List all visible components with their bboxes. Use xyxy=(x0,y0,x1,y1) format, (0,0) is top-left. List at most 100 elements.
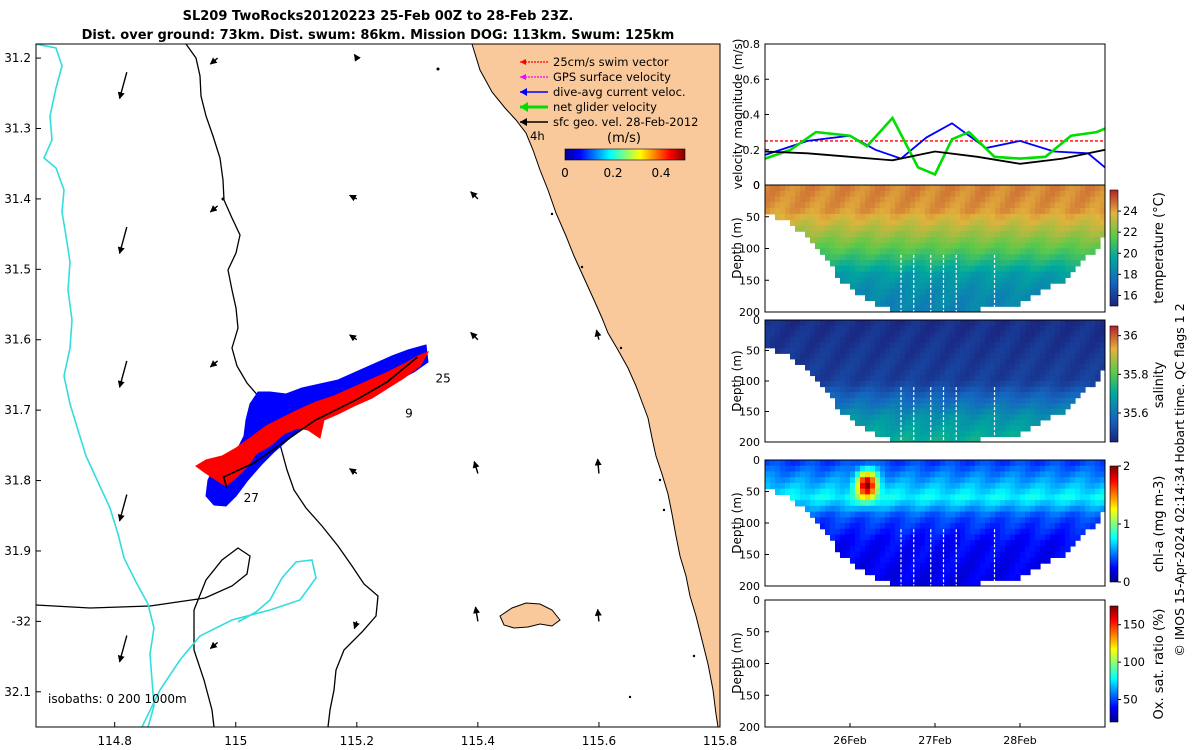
section-cell xyxy=(995,430,1001,438)
section-cell xyxy=(935,528,941,536)
section-cell xyxy=(800,320,806,327)
section-cell xyxy=(935,265,941,273)
section-cell xyxy=(970,482,976,490)
section-cell xyxy=(970,294,976,302)
section-cell xyxy=(895,254,901,261)
section-cell xyxy=(835,260,841,267)
section-cell xyxy=(895,392,901,399)
section-cell xyxy=(975,563,981,570)
section-cell xyxy=(890,460,896,467)
section-cell xyxy=(1015,505,1021,513)
section-cell xyxy=(785,196,791,203)
section-cell xyxy=(1085,517,1091,524)
section-cell xyxy=(830,358,836,365)
section-cell xyxy=(920,403,926,410)
section-cell xyxy=(1090,375,1096,382)
section-cell xyxy=(900,271,906,278)
section-cell xyxy=(895,208,901,215)
section-cell xyxy=(1065,386,1071,393)
section-cell xyxy=(865,320,871,327)
section-cell xyxy=(970,494,976,501)
section-cell xyxy=(1045,202,1051,209)
section-cell xyxy=(965,460,971,467)
section-cell xyxy=(1070,386,1076,393)
section-cell xyxy=(835,208,841,215)
section-cell xyxy=(890,369,896,377)
section-cell xyxy=(950,408,956,415)
section-cell xyxy=(1030,236,1036,244)
section-cell xyxy=(995,386,1001,393)
section-cell xyxy=(965,225,971,232)
section-cell xyxy=(980,219,986,227)
section-cell xyxy=(1070,540,1076,547)
section-cell xyxy=(790,465,796,473)
section-cell xyxy=(1035,477,1041,484)
section-cell xyxy=(825,336,831,343)
section-cell xyxy=(1000,236,1006,244)
section-cell xyxy=(1070,528,1076,536)
section-cell xyxy=(945,208,951,215)
section-cell xyxy=(1010,331,1016,338)
section-cell xyxy=(850,392,856,399)
section-cell xyxy=(890,482,896,490)
section-cell xyxy=(845,342,851,349)
section-cell xyxy=(835,320,841,327)
section-cell xyxy=(1040,185,1046,192)
section-cell xyxy=(815,342,821,349)
section-cell xyxy=(1035,563,1041,570)
section-cell xyxy=(870,231,876,238)
section-cell xyxy=(1080,488,1086,495)
section-cell xyxy=(1045,336,1051,343)
velocity-arrow-icon xyxy=(348,194,358,202)
section-cell xyxy=(815,190,821,198)
section-cell xyxy=(980,277,986,284)
section-cell xyxy=(870,465,876,473)
section-cell xyxy=(1020,331,1026,338)
section-cell xyxy=(855,403,861,410)
section-cell xyxy=(1015,482,1021,490)
section-cell xyxy=(1045,331,1051,338)
isobath-1000 xyxy=(36,44,155,727)
section-cell xyxy=(875,320,881,327)
section-cell xyxy=(945,306,951,312)
colorbar-tick-label: 35.8 xyxy=(1123,367,1149,381)
section-cell xyxy=(785,185,791,192)
section-cell xyxy=(785,202,791,209)
section-cell xyxy=(1050,511,1056,518)
section-cell xyxy=(1010,425,1016,432)
section-cell xyxy=(840,185,846,192)
section-cell xyxy=(955,488,961,495)
section-cell xyxy=(960,436,966,442)
section-cell xyxy=(965,551,971,558)
section-cell xyxy=(880,213,886,221)
section-cell xyxy=(915,528,921,536)
section-cell xyxy=(900,557,906,564)
section-cell xyxy=(965,336,971,343)
section-cell xyxy=(830,511,836,518)
section-cell xyxy=(905,358,911,365)
section-cell xyxy=(935,482,941,490)
section-cell xyxy=(1030,523,1036,530)
section-cell xyxy=(820,517,826,524)
section-cell xyxy=(965,190,971,198)
section-cell xyxy=(945,242,951,250)
section-cell xyxy=(860,248,866,255)
section-cell xyxy=(845,392,851,399)
section-cell xyxy=(940,336,946,343)
section-cell xyxy=(1010,375,1016,382)
section-cell xyxy=(945,568,951,576)
section-cell xyxy=(1040,271,1046,278)
section-cell xyxy=(890,551,896,558)
section-cell xyxy=(850,283,856,290)
section-cell xyxy=(875,425,881,432)
section-cell xyxy=(965,353,971,360)
section-cell xyxy=(815,505,821,513)
section-cell xyxy=(855,236,861,244)
section-cell xyxy=(785,190,791,198)
section-cell xyxy=(1080,471,1086,478)
section-cell xyxy=(970,236,976,244)
section-cell xyxy=(905,248,911,255)
section-cell xyxy=(850,254,856,261)
section-cell xyxy=(990,488,996,495)
